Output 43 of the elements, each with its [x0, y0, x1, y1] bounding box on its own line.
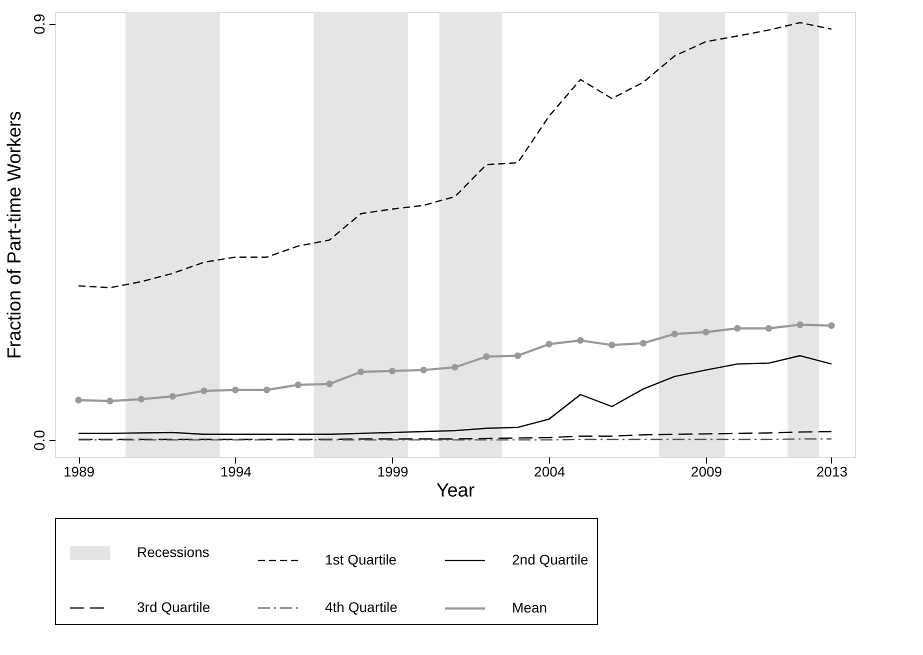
line-series — [78, 355, 832, 435]
legend-label: 1st Quartile — [325, 552, 397, 568]
legend-label: Mean — [512, 600, 548, 616]
legend-label: Recessions — [137, 544, 210, 560]
point — [169, 393, 176, 400]
point — [106, 398, 114, 404]
line-series — [78, 22, 832, 288]
x-axis-title: Year — [436, 480, 476, 502]
point — [671, 330, 678, 338]
point — [452, 364, 458, 371]
x-tick-label: 2009 — [690, 464, 722, 480]
point — [765, 325, 772, 332]
point — [358, 368, 364, 376]
x-tick-label: 1989 — [63, 464, 95, 480]
point — [138, 396, 145, 403]
point — [577, 337, 584, 344]
point — [796, 321, 804, 328]
point — [640, 340, 647, 347]
point — [200, 388, 208, 394]
point — [263, 386, 270, 394]
point — [546, 340, 552, 348]
legend-label: 3rd Quartile — [137, 599, 210, 615]
x-tick-label: 2013 — [816, 464, 848, 480]
x-tick-label: 2004 — [534, 464, 566, 480]
point — [326, 380, 333, 388]
point — [420, 366, 427, 374]
x-tick-label: 1994 — [220, 464, 252, 480]
y-axis-title: Fraction of Part-time Workers — [4, 111, 26, 359]
y-tick-label: 0.0 — [32, 430, 48, 451]
legend-label: 2nd Quartile — [512, 552, 588, 568]
point — [294, 381, 302, 388]
point — [828, 322, 835, 329]
point — [388, 368, 396, 374]
point — [483, 353, 490, 360]
point — [75, 396, 82, 404]
point — [734, 325, 741, 332]
x-tick-label: 1999 — [377, 464, 409, 480]
point — [702, 328, 710, 336]
point — [608, 342, 616, 348]
y-tick-label: 0.9 — [32, 14, 48, 34]
legend-label: 4th Quartile — [325, 599, 398, 615]
point — [232, 386, 239, 394]
point — [514, 352, 522, 360]
